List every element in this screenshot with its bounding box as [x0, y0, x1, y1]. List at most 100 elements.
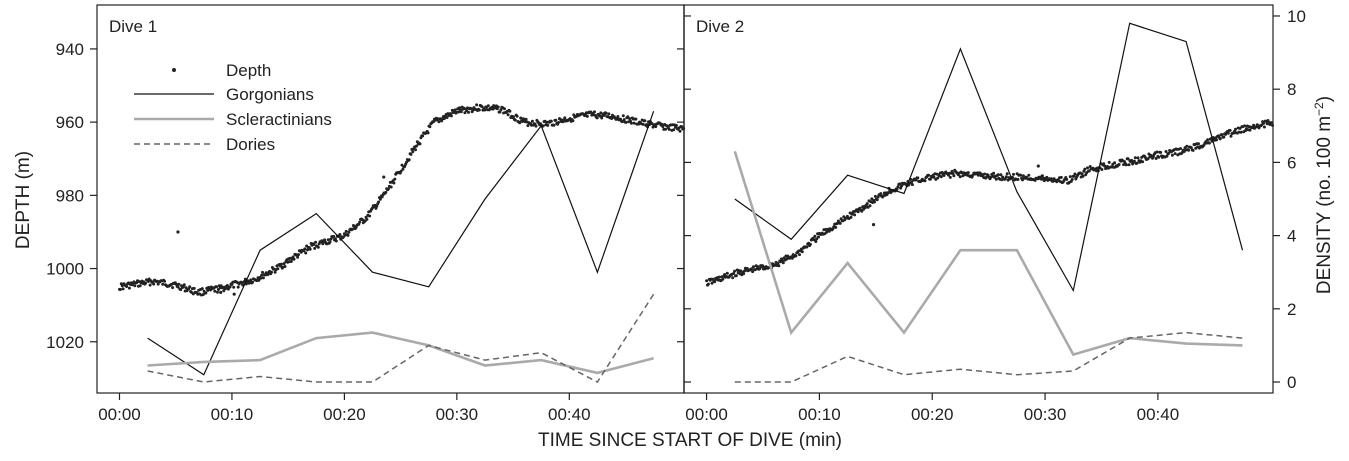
depth-point: [347, 230, 351, 234]
depth-point: [261, 270, 264, 274]
right-y-axis-title-main: DENSITY (no. 100 m: [1314, 116, 1335, 294]
depth-point: [204, 291, 208, 295]
depth-point: [654, 125, 658, 129]
depth-point: [798, 253, 801, 257]
depth-point: [121, 287, 125, 291]
depth-point: [927, 173, 931, 177]
depth-point: [710, 281, 714, 285]
depth-point: [401, 167, 405, 171]
depth-point: [156, 282, 160, 286]
depth-point: [571, 119, 575, 123]
depth-point: [225, 284, 229, 287]
depth-point: [463, 111, 467, 115]
depth-point: [865, 202, 869, 206]
depth-point: [1021, 174, 1025, 178]
depth-point: [805, 245, 809, 249]
depth-point: [449, 112, 452, 116]
depth-point: [519, 116, 523, 120]
depth-point: [526, 124, 530, 128]
depth-point: [1207, 141, 1211, 145]
x-tick-label: 00:20: [323, 405, 366, 424]
depth-point: [133, 284, 137, 288]
depth-point: [409, 152, 413, 156]
depth-point: [467, 110, 470, 114]
depth-point: [232, 285, 236, 289]
density-tick-label: 4: [1287, 227, 1296, 246]
depth-point: [368, 214, 372, 218]
depth-point: [1239, 130, 1243, 134]
depth-point: [1159, 150, 1163, 154]
depth-point: [585, 114, 589, 118]
depth-point: [1215, 138, 1219, 142]
depth-point: [1126, 157, 1130, 161]
depth-point: [723, 273, 727, 276]
depth-point: [706, 282, 710, 286]
depth-point: [733, 269, 737, 273]
depth-point: [483, 108, 487, 112]
depth-point: [312, 243, 316, 246]
density-tick-label: 0: [1287, 373, 1296, 392]
depth-points: [705, 119, 1274, 287]
depth-point: [297, 253, 300, 257]
depth-point: [717, 275, 721, 279]
depth-point: [377, 200, 381, 204]
legend: Depth Gorgonians Scleractinians Dories: [134, 61, 332, 154]
depth-point: [896, 185, 900, 189]
depth-point: [813, 234, 817, 238]
depth-point: [148, 283, 152, 287]
depth-point: [492, 104, 496, 108]
panel-frame: [96, 4, 685, 394]
depth-point: [1197, 142, 1200, 146]
depth-point: [1234, 127, 1237, 131]
depth-point: [477, 108, 481, 112]
depth-point: [751, 270, 755, 274]
gorgonians-density-line: [734, 22, 1244, 293]
depth-point: [661, 125, 665, 129]
depth-point: [602, 113, 606, 117]
depth-point: [1040, 174, 1044, 178]
panels-layer: Dive 1 00:00 00:10 00:20 00:30 00:40 940 960 980…: [46, 4, 1306, 424]
depth-point: [304, 251, 308, 255]
depth-point: [216, 290, 219, 294]
depth-point: [407, 158, 411, 162]
depth-point: [346, 233, 350, 237]
depth-point: [756, 265, 760, 269]
depth-point: [1248, 128, 1252, 132]
depth-point: [621, 114, 625, 118]
depth-point: [163, 279, 166, 283]
depth-point: [815, 237, 819, 241]
depth-point: [996, 173, 1000, 177]
depth-point: [176, 285, 180, 289]
depth-outlier-point: [382, 175, 386, 179]
depth-point: [530, 119, 534, 123]
depth-point: [1155, 150, 1159, 154]
depth-point: [146, 280, 150, 283]
depth-point: [1100, 168, 1104, 171]
depth-point: [518, 121, 522, 125]
depth-point: [260, 273, 264, 277]
density-tick-label: 8: [1287, 80, 1296, 99]
depth-point: [1243, 124, 1247, 128]
depth-point: [1191, 148, 1195, 152]
depth-point: [541, 124, 545, 128]
depth-point: [808, 242, 812, 246]
legend-depth-label: Depth: [226, 61, 271, 80]
depth-point: [898, 182, 902, 186]
depth-point: [506, 113, 510, 117]
depth-point: [622, 118, 626, 122]
depth-point: [486, 104, 490, 108]
depth-point: [604, 111, 608, 115]
x-tick-label: 00:30: [436, 405, 479, 424]
gorgonians-density-line: [147, 111, 655, 376]
depth-point: [152, 282, 156, 286]
depth-outlier-point: [871, 223, 876, 227]
depth-point: [512, 115, 515, 119]
depth-point: [1083, 167, 1087, 171]
depth-point: [1113, 161, 1117, 165]
depth-point: [259, 276, 263, 280]
depth-point: [557, 121, 560, 124]
depth-point: [1136, 156, 1140, 160]
depth-point: [328, 240, 332, 244]
depth-point: [418, 142, 422, 146]
